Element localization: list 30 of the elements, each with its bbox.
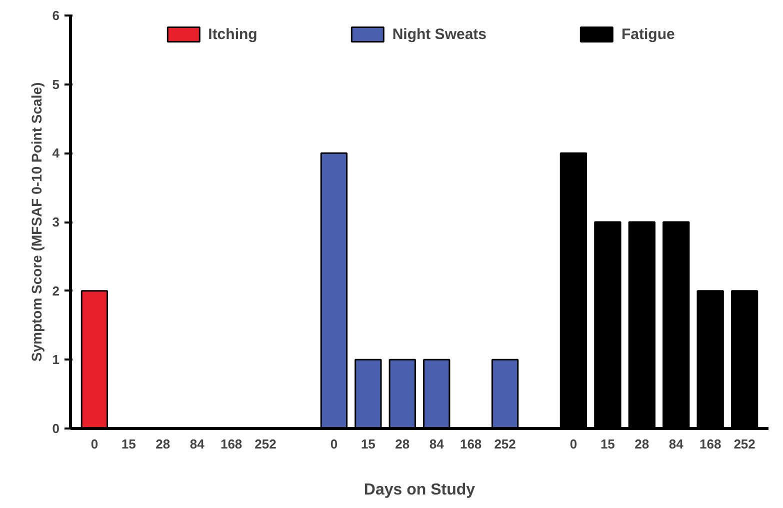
x-tick-label: 84	[190, 436, 206, 452]
x-tick-label: 252	[734, 436, 756, 452]
x-tick-label: 252	[494, 436, 516, 452]
x-tick-label: 15	[121, 436, 136, 452]
x-tick-label: 252	[254, 436, 276, 452]
legend-label: Itching	[208, 26, 258, 42]
x-tick-label: 0	[330, 436, 338, 452]
x-tick-label: 168	[220, 436, 242, 452]
y-tick-label: 2	[52, 283, 60, 298]
x-tick-label: 168	[460, 436, 482, 452]
x-tick-label: 15	[600, 436, 615, 452]
y-tick-label: 3	[52, 214, 60, 230]
x-tick-label: 15	[360, 436, 376, 452]
legend-label: Fatigue	[622, 26, 675, 42]
x-axis-title: Days on Study	[364, 482, 476, 498]
x-tick-label: 0	[90, 436, 98, 452]
legend-label: Night Sweats	[392, 26, 487, 42]
x-tick-label: 28	[634, 436, 650, 452]
y-axis-title: Symptom Score (MFSAF 0-10 Point Scale)	[28, 82, 44, 362]
x-tick-label: 28	[156, 436, 170, 452]
y-tick-label: 1	[52, 352, 60, 368]
y-tick-label: 0	[52, 421, 60, 436]
y-tick-label: 5	[52, 76, 60, 92]
x-tick-label: 168	[699, 436, 722, 452]
x-tick-label: 84	[668, 436, 684, 452]
x-tick-label: 0	[570, 436, 578, 452]
x-tick-label: 28	[395, 436, 410, 452]
y-tick-label: 4	[52, 146, 60, 161]
y-tick-label: 6	[52, 8, 60, 23]
x-tick-label: 84	[429, 436, 445, 452]
